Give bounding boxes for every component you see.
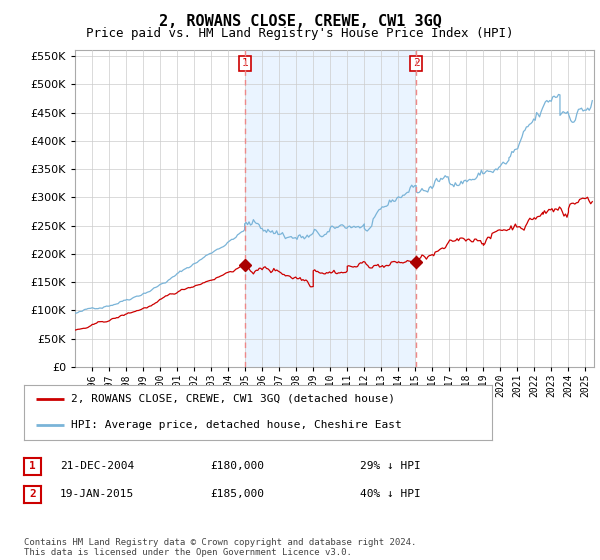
Text: 29% ↓ HPI: 29% ↓ HPI — [360, 461, 421, 471]
Bar — [245, 50, 416, 367]
Text: 19-JAN-2015: 19-JAN-2015 — [60, 489, 134, 499]
Text: 2: 2 — [29, 489, 36, 500]
Text: £180,000: £180,000 — [210, 461, 264, 471]
Text: £185,000: £185,000 — [210, 489, 264, 499]
Text: HPI: Average price, detached house, Cheshire East: HPI: Average price, detached house, Ches… — [71, 421, 401, 430]
Text: 1: 1 — [29, 461, 36, 472]
Text: Contains HM Land Registry data © Crown copyright and database right 2024.
This d: Contains HM Land Registry data © Crown c… — [24, 538, 416, 557]
Text: 1: 1 — [241, 58, 248, 68]
Text: Price paid vs. HM Land Registry's House Price Index (HPI): Price paid vs. HM Land Registry's House … — [86, 27, 514, 40]
Text: 40% ↓ HPI: 40% ↓ HPI — [360, 489, 421, 499]
Text: 2, ROWANS CLOSE, CREWE, CW1 3GQ: 2, ROWANS CLOSE, CREWE, CW1 3GQ — [158, 14, 442, 29]
Text: 2: 2 — [413, 58, 419, 68]
Text: 2, ROWANS CLOSE, CREWE, CW1 3GQ (detached house): 2, ROWANS CLOSE, CREWE, CW1 3GQ (detache… — [71, 394, 395, 404]
Text: 21-DEC-2004: 21-DEC-2004 — [60, 461, 134, 471]
